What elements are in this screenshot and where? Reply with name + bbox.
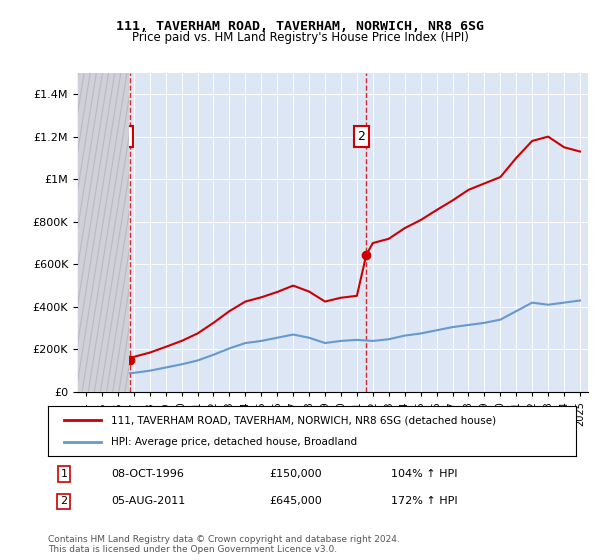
Text: Contains HM Land Registry data © Crown copyright and database right 2024.
This d: Contains HM Land Registry data © Crown c…: [48, 535, 400, 554]
Text: Price paid vs. HM Land Registry's House Price Index (HPI): Price paid vs. HM Land Registry's House …: [131, 31, 469, 44]
Text: 08-OCT-1996: 08-OCT-1996: [112, 469, 184, 479]
Text: 104% ↑ HPI: 104% ↑ HPI: [391, 469, 458, 479]
Text: 05-AUG-2011: 05-AUG-2011: [112, 496, 185, 506]
Text: 2: 2: [60, 496, 67, 506]
Text: 1: 1: [121, 130, 129, 143]
Text: 111, TAVERHAM ROAD, TAVERHAM, NORWICH, NR8 6SG: 111, TAVERHAM ROAD, TAVERHAM, NORWICH, N…: [116, 20, 484, 32]
Text: 172% ↑ HPI: 172% ↑ HPI: [391, 496, 458, 506]
Text: HPI: Average price, detached house, Broadland: HPI: Average price, detached house, Broa…: [112, 437, 358, 447]
Text: 2: 2: [358, 130, 365, 143]
Text: 1: 1: [61, 469, 67, 479]
Text: 111, TAVERHAM ROAD, TAVERHAM, NORWICH, NR8 6SG (detached house): 111, TAVERHAM ROAD, TAVERHAM, NORWICH, N…: [112, 415, 496, 425]
Text: £150,000: £150,000: [270, 469, 322, 479]
Text: £645,000: £645,000: [270, 496, 323, 506]
